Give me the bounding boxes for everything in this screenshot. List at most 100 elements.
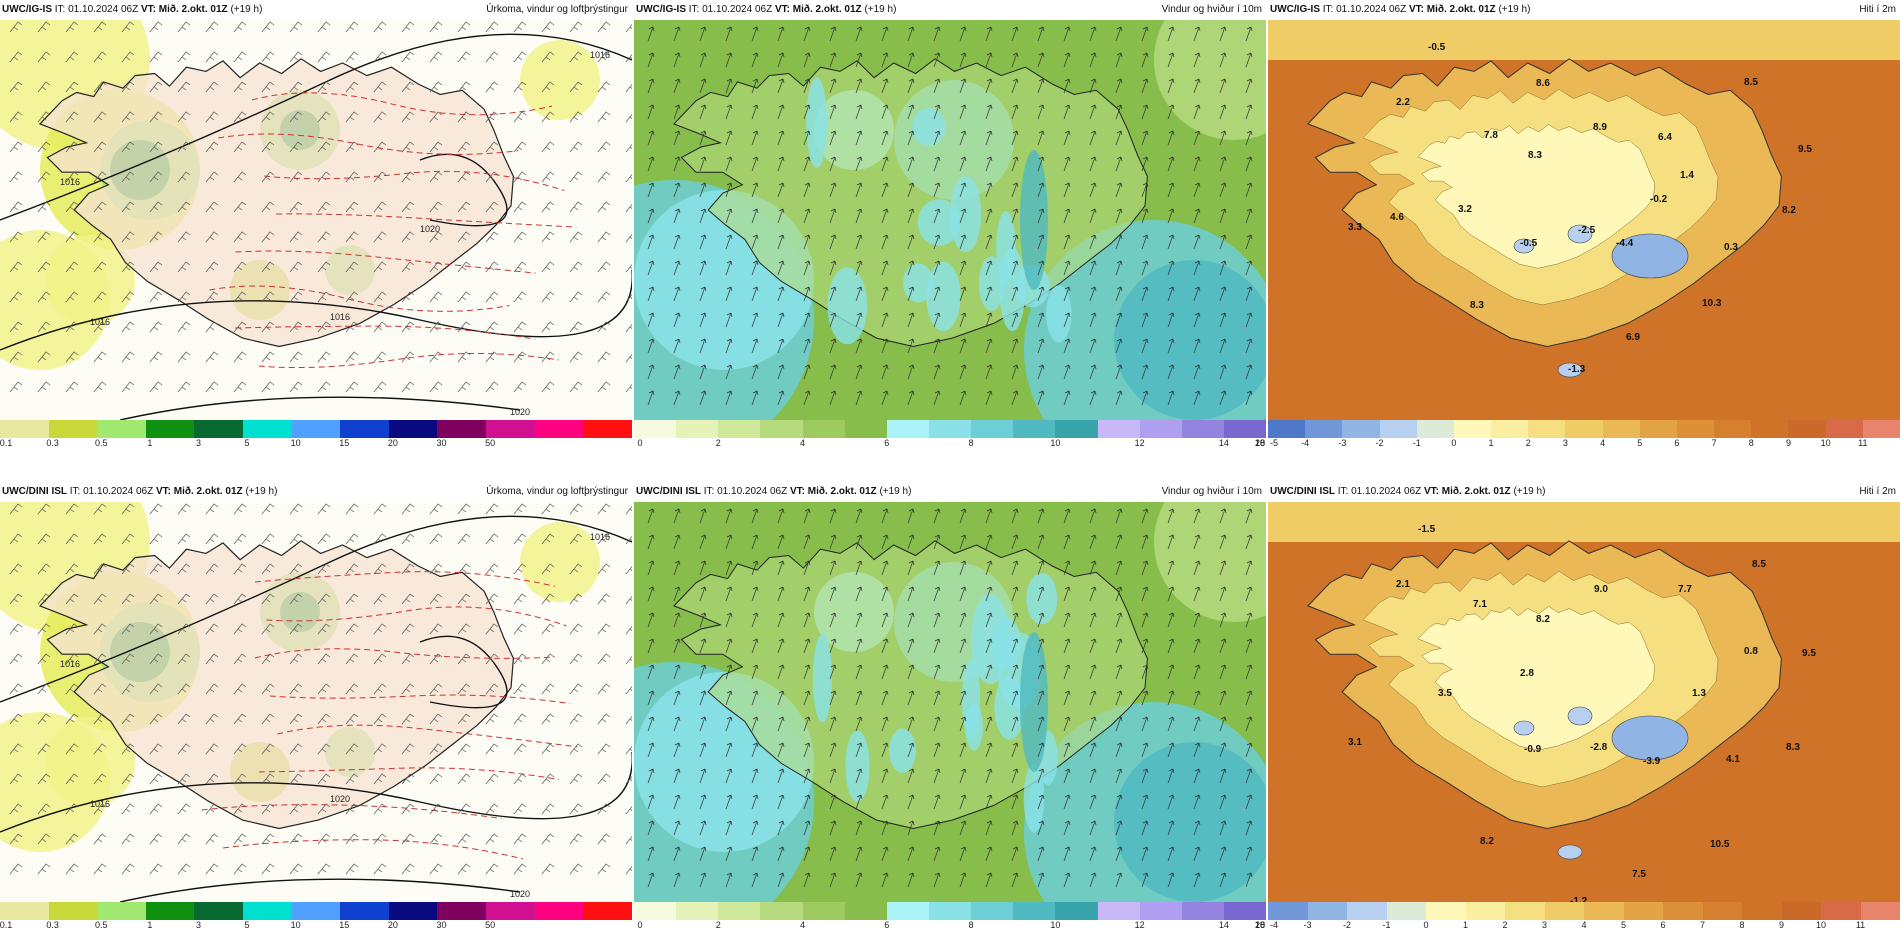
wind-arrow bbox=[881, 716, 889, 732]
valid-label: VT: bbox=[155, 486, 171, 497]
wind-arrow bbox=[1245, 338, 1253, 354]
wind-barb bbox=[65, 141, 79, 153]
wind-barb bbox=[261, 713, 275, 725]
wind-arrow bbox=[907, 690, 915, 706]
wind-arrow bbox=[1193, 716, 1201, 732]
wind-barb bbox=[93, 21, 107, 33]
wind-barb bbox=[149, 863, 163, 875]
panel-header: UWC/IG-IS IT: 01.10.2024 06Z VT: Mið. 2.… bbox=[0, 0, 632, 20]
wind-arrow bbox=[933, 208, 941, 224]
wind-barb bbox=[457, 381, 471, 393]
wind-arrow bbox=[959, 312, 967, 328]
wind-barb bbox=[625, 233, 632, 243]
wind-arrow bbox=[699, 716, 707, 732]
wind-barb bbox=[177, 351, 191, 363]
wind-barb bbox=[289, 201, 303, 213]
wind-barb bbox=[205, 261, 219, 273]
wind-barb bbox=[541, 21, 555, 33]
wind-arrow bbox=[829, 312, 837, 328]
colorbar-swatch bbox=[1055, 902, 1098, 920]
wind-arrow bbox=[1115, 78, 1123, 94]
colorbar-swatch bbox=[1788, 420, 1826, 438]
colorbar-label: 9 bbox=[1785, 438, 1791, 448]
wind-arrow bbox=[725, 52, 733, 68]
wind-arrow bbox=[1089, 390, 1097, 406]
wind-barb bbox=[401, 533, 415, 545]
wind-barb bbox=[513, 321, 527, 333]
temperature-label: -0.5 bbox=[1428, 42, 1446, 53]
wind-arrow bbox=[855, 156, 863, 172]
wind-arrow bbox=[1141, 794, 1149, 810]
wind-barb bbox=[37, 351, 51, 363]
wind-arrow bbox=[855, 234, 863, 250]
temperature-label: 1.3 bbox=[1692, 688, 1706, 699]
temperature-label: 7.5 bbox=[1632, 869, 1646, 880]
valid-time: Mið. 2.okt. 01Z bbox=[1441, 486, 1511, 497]
wind-arrow bbox=[1063, 234, 1071, 250]
wind-barb bbox=[541, 533, 555, 545]
wind-barb bbox=[457, 563, 471, 575]
wind-speed-area bbox=[812, 633, 832, 723]
temperature-label: 8.3 bbox=[1470, 300, 1484, 311]
wind-arrow bbox=[1167, 130, 1175, 146]
wind-barb bbox=[9, 51, 23, 63]
wind-barb bbox=[177, 81, 191, 93]
wind-arrow bbox=[985, 52, 993, 68]
wind-arrow bbox=[699, 156, 707, 172]
wind-barb bbox=[9, 261, 23, 273]
wind-barb bbox=[457, 863, 471, 875]
wind-barb bbox=[429, 261, 443, 273]
wind-barb bbox=[429, 231, 443, 243]
wind-barb bbox=[177, 623, 191, 635]
wind-barb bbox=[513, 381, 527, 393]
colorbar-precip bbox=[0, 902, 632, 920]
wind-arrow bbox=[647, 638, 655, 654]
wind-arrow bbox=[1115, 182, 1123, 198]
wind-arrow bbox=[725, 768, 733, 784]
wind-barb bbox=[289, 773, 303, 785]
wind-arrow bbox=[1089, 664, 1097, 680]
wind-barb bbox=[513, 743, 527, 755]
temperature-label: -2.8 bbox=[1590, 742, 1608, 753]
wind-arrow bbox=[1037, 768, 1045, 784]
wind-arrow bbox=[985, 104, 993, 120]
wind-arrow bbox=[803, 794, 811, 810]
wind-barb bbox=[373, 503, 387, 515]
wind-barb bbox=[93, 683, 107, 695]
valid-label: VT: bbox=[1408, 4, 1424, 15]
init-time: IT: 01.10.2024 06Z bbox=[703, 486, 788, 497]
colorbar-swatch bbox=[971, 420, 1014, 438]
wind-arrow bbox=[699, 586, 707, 602]
wind-arrow bbox=[1063, 794, 1071, 810]
wind-arrow bbox=[751, 794, 759, 810]
wind-arrow bbox=[907, 286, 915, 302]
wind-barb bbox=[373, 593, 387, 605]
wind-arrow bbox=[1245, 156, 1253, 172]
wind-barb bbox=[261, 51, 275, 63]
wind-barb bbox=[317, 803, 331, 815]
wind-barb bbox=[9, 653, 23, 665]
wind-barb bbox=[401, 141, 415, 153]
wind-arrow bbox=[985, 742, 993, 758]
wind-arrow bbox=[1089, 182, 1097, 198]
wind-arrow bbox=[985, 182, 993, 198]
temperature-area bbox=[1268, 20, 1900, 60]
wind-arrow bbox=[1063, 664, 1071, 680]
wind-arrow bbox=[673, 52, 681, 68]
wind-arrow bbox=[1141, 104, 1149, 120]
wind-arrow bbox=[933, 52, 941, 68]
wind-barb bbox=[625, 353, 632, 363]
colorbar-swatch bbox=[1528, 420, 1566, 438]
wind-arrow bbox=[959, 560, 967, 576]
colorbar-swatch bbox=[1139, 420, 1182, 438]
wind-barb bbox=[457, 21, 471, 33]
isobar-label: 1016 bbox=[60, 659, 80, 669]
wind-arrow bbox=[933, 508, 941, 524]
wind-arrow bbox=[1089, 586, 1097, 602]
isobar-label: 1020 bbox=[510, 407, 530, 417]
wind-arrow bbox=[959, 390, 967, 406]
wind-barb bbox=[93, 111, 107, 123]
wind-barb bbox=[177, 713, 191, 725]
wind-barb bbox=[177, 653, 191, 665]
wind-barb bbox=[9, 231, 23, 243]
